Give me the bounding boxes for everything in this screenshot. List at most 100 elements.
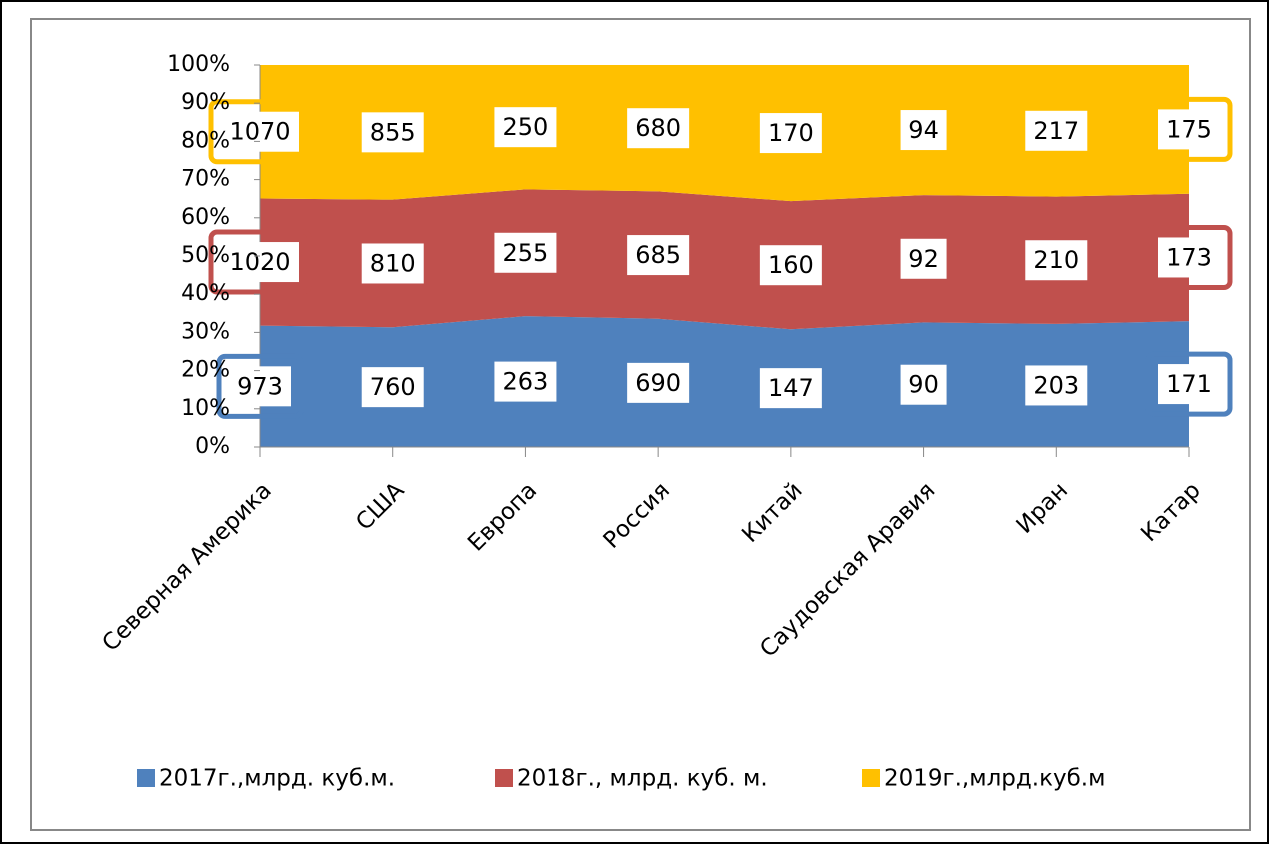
label-box: [494, 361, 557, 402]
value-label: 855: [370, 118, 416, 146]
label-box: [900, 110, 947, 151]
data-label: 90: [900, 364, 947, 405]
label-box: [900, 364, 947, 405]
label-box: [361, 367, 424, 408]
label-box: [1158, 237, 1220, 278]
x-tick-label: Иран: [1012, 477, 1073, 538]
value-label: 1020: [229, 248, 290, 276]
data-label: 175: [1145, 96, 1233, 162]
label-box: [361, 243, 424, 284]
y-tick-label: 30%: [181, 319, 230, 344]
data-label: 160: [759, 245, 822, 286]
data-label: 855: [361, 112, 424, 153]
value-label: 210: [1033, 246, 1079, 274]
value-label: 173: [1166, 243, 1212, 271]
label-frame: [1145, 351, 1233, 417]
y-tick-label: 80%: [181, 128, 230, 153]
data-label: 810: [361, 243, 424, 284]
area: [260, 189, 1189, 330]
data-label: 685: [627, 235, 690, 276]
area: [260, 316, 1189, 447]
value-label: 263: [503, 368, 549, 396]
label-frame: [216, 353, 304, 419]
label-box: [759, 113, 822, 154]
y-tick-label: 100%: [167, 52, 230, 77]
value-label: 255: [503, 239, 549, 267]
value-label: 250: [503, 113, 549, 141]
data-label: 173: [1145, 224, 1233, 290]
value-label: 810: [370, 249, 416, 277]
y-tick-label: 50%: [181, 243, 230, 268]
label-box: [1158, 364, 1220, 405]
legend-label: 2018г., млрд. куб. м.: [517, 766, 768, 792]
area: [260, 65, 1189, 202]
value-label: 170: [768, 119, 814, 147]
label-box: [627, 108, 690, 149]
x-tick-label: Россия: [599, 477, 675, 553]
y-tick-label: 60%: [181, 205, 230, 230]
data-label: 680: [627, 108, 690, 149]
label-box: [494, 232, 557, 273]
x-tick-label: Китай: [737, 477, 808, 548]
label-frame: [208, 229, 312, 295]
data-label: 92: [900, 238, 947, 279]
value-label: 160: [768, 251, 814, 279]
legend-label: 2019г.,млрд.куб.м: [884, 766, 1105, 792]
legend-swatch: [137, 769, 155, 787]
y-tick-label: 40%: [181, 281, 230, 306]
value-label: 217: [1033, 117, 1079, 145]
label-frame: [208, 99, 312, 165]
value-label: 685: [635, 241, 681, 269]
legend-swatch: [862, 769, 880, 787]
data-label: 973: [216, 353, 304, 419]
value-label: 90: [908, 371, 939, 399]
value-label: 203: [1033, 371, 1079, 399]
data-label: 217: [1025, 110, 1088, 151]
data-label: 263: [494, 361, 557, 402]
label-box: [1025, 365, 1088, 406]
label-box: [229, 366, 291, 407]
label-box: [759, 245, 822, 286]
value-label: 690: [635, 369, 681, 397]
x-tick-label: Северная Америка: [98, 477, 277, 656]
y-tick-label: 20%: [181, 358, 230, 383]
label-box: [759, 368, 822, 409]
data-label: 210: [1025, 240, 1088, 281]
x-tick-label: США: [351, 477, 409, 535]
label-box: [627, 235, 690, 276]
value-label: 680: [635, 114, 681, 142]
value-label: 92: [908, 245, 939, 273]
data-label: 255: [494, 232, 557, 273]
chart-frame: [30, 18, 1251, 831]
data-label: 94: [900, 110, 947, 151]
data-label: 760: [361, 367, 424, 408]
label-box: [900, 238, 947, 279]
x-tick-label: Катар: [1136, 477, 1206, 547]
label-box: [1025, 240, 1088, 281]
value-label: 760: [370, 373, 416, 401]
label-box: [361, 112, 424, 153]
label-box: [1158, 109, 1220, 150]
data-label: 170: [759, 113, 822, 154]
label-frame: [1145, 224, 1233, 290]
value-label: 94: [908, 116, 939, 144]
x-tick-label: Европа: [463, 477, 542, 556]
value-label: 175: [1166, 115, 1212, 143]
value-label: 147: [768, 374, 814, 402]
legend-label: 2017г.,млрд. куб.м.: [159, 766, 395, 792]
label-box: [221, 111, 299, 152]
legend-swatch: [495, 769, 513, 787]
label-box: [494, 107, 557, 148]
label-frame: [1145, 96, 1233, 162]
data-label: 250: [494, 107, 557, 148]
y-tick-label: 70%: [181, 167, 230, 192]
label-box: [1025, 110, 1088, 151]
label-box: [221, 242, 299, 283]
data-label: 171: [1145, 351, 1233, 417]
value-label: 171: [1166, 370, 1212, 398]
data-label: 147: [759, 368, 822, 409]
value-label: 973: [237, 372, 283, 400]
